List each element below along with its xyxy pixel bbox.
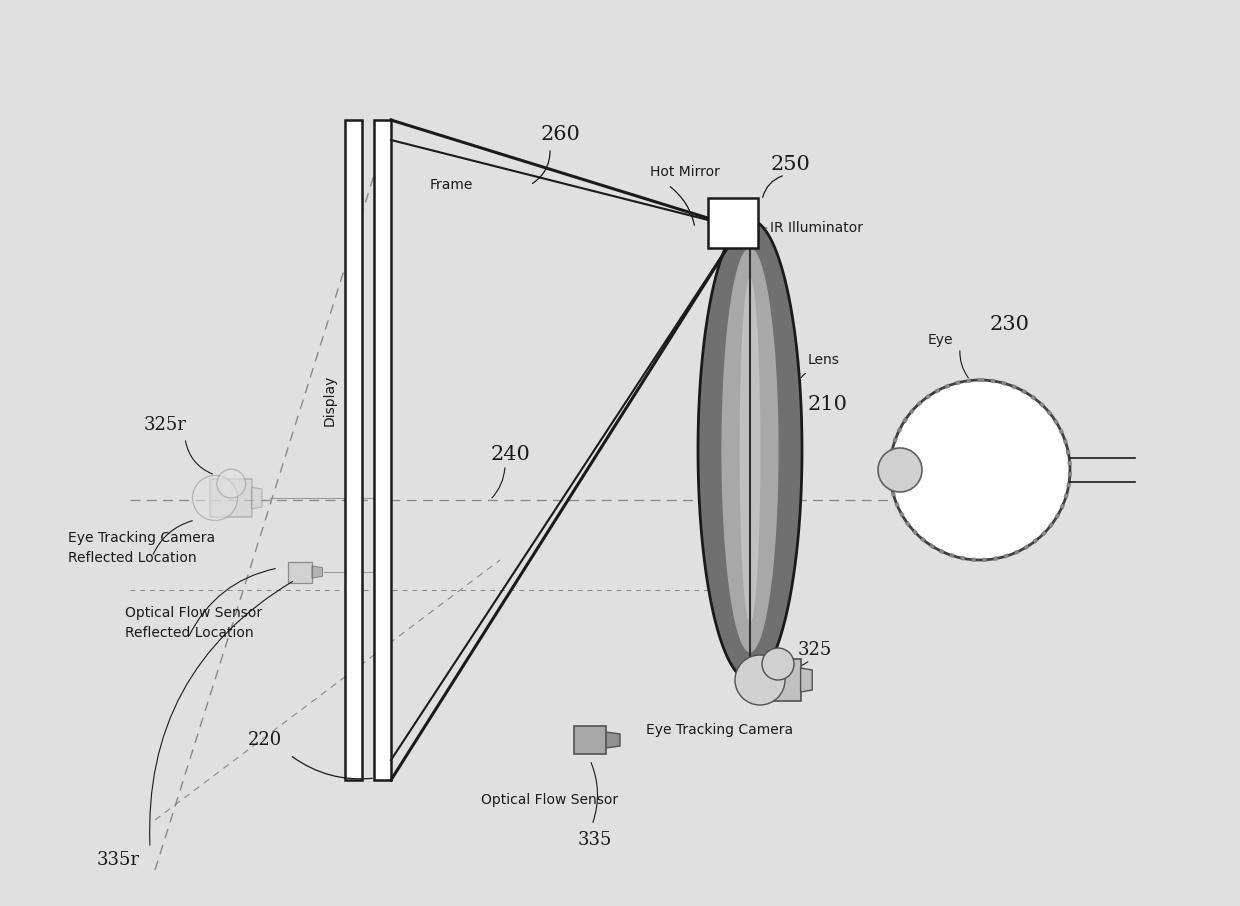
Circle shape — [192, 476, 238, 521]
Circle shape — [763, 648, 794, 680]
Text: 260: 260 — [541, 126, 580, 144]
Circle shape — [890, 380, 1070, 560]
Polygon shape — [606, 732, 620, 748]
Polygon shape — [345, 120, 362, 780]
Polygon shape — [698, 220, 802, 680]
Text: Display: Display — [322, 374, 337, 426]
Text: IR Illuminator: IR Illuminator — [770, 221, 863, 235]
Polygon shape — [312, 566, 322, 578]
Text: Eye Tracking Camera: Eye Tracking Camera — [68, 531, 215, 545]
Text: 230: 230 — [990, 315, 1030, 334]
Text: Frame: Frame — [430, 178, 474, 192]
Polygon shape — [708, 198, 758, 248]
Polygon shape — [574, 726, 606, 754]
Polygon shape — [288, 562, 312, 583]
Polygon shape — [754, 659, 801, 701]
Text: Reflected Location: Reflected Location — [125, 626, 254, 640]
Polygon shape — [722, 247, 779, 652]
Text: Hot Mirror: Hot Mirror — [650, 165, 720, 179]
Text: 250: 250 — [770, 156, 810, 175]
Text: Optical Flow Sensor: Optical Flow Sensor — [481, 793, 619, 807]
Text: Lens: Lens — [808, 353, 839, 367]
Text: Eye Tracking Camera: Eye Tracking Camera — [646, 723, 794, 737]
Text: 325: 325 — [797, 641, 832, 659]
Text: 335r: 335r — [97, 851, 139, 869]
Polygon shape — [252, 487, 262, 509]
Text: Reflected Location: Reflected Location — [68, 551, 197, 565]
Circle shape — [217, 469, 246, 498]
Circle shape — [735, 655, 785, 705]
Polygon shape — [801, 668, 812, 692]
Text: 210: 210 — [808, 396, 848, 415]
Polygon shape — [739, 277, 760, 622]
Text: 220: 220 — [248, 731, 283, 749]
Polygon shape — [374, 120, 391, 780]
Text: 325r: 325r — [144, 416, 186, 434]
Text: Optical Flow Sensor: Optical Flow Sensor — [125, 606, 262, 620]
Text: 335: 335 — [578, 831, 613, 849]
Text: 240: 240 — [490, 446, 529, 465]
Text: Eye: Eye — [928, 333, 952, 347]
Polygon shape — [210, 479, 252, 517]
Circle shape — [878, 448, 923, 492]
